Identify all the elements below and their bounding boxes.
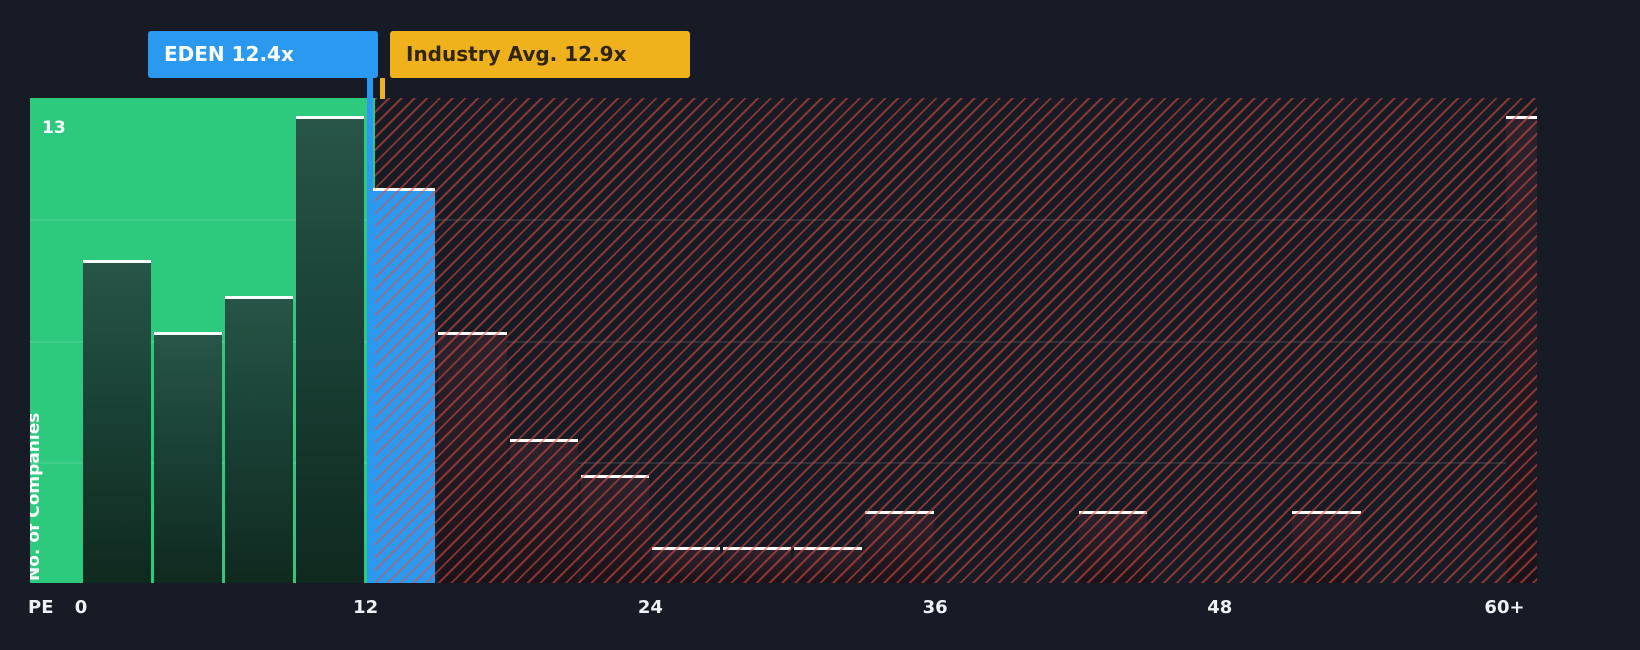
company-pe-marker-line <box>367 78 373 191</box>
bar-0-3 <box>82 259 151 583</box>
bar-9-12 <box>296 116 365 583</box>
x-tick-48: 48 <box>1207 597 1233 618</box>
x-axis-prefix-label: PE <box>28 597 54 618</box>
x-tick-36: 36 <box>922 597 948 618</box>
industry-avg-label: Industry Avg. 12.9x <box>406 42 627 66</box>
x-tick-60+: 60+ <box>1484 597 1525 618</box>
y-max-value-label: 13 <box>42 118 66 138</box>
company-pe-label: EDEN 12.4x <box>164 42 294 66</box>
x-axis: PE 0 12 24 36 48 60+ <box>0 597 1640 623</box>
company-pe-callout: EDEN 12.4x <box>148 31 378 78</box>
industry-avg-marker-line <box>380 78 385 99</box>
plot-area: 13 No. of Companies <box>30 98 1537 583</box>
bar-3-6 <box>153 331 222 583</box>
x-tick-24: 24 <box>637 597 663 618</box>
x-tick-0: 0 <box>74 597 88 618</box>
industry-avg-callout: Industry Avg. 12.9x <box>390 31 690 78</box>
above-average-hatch-zone <box>375 98 1537 583</box>
x-tick-12: 12 <box>353 597 379 618</box>
bar-6-9 <box>224 295 294 583</box>
y-axis-label: No. of Companies <box>30 412 44 581</box>
